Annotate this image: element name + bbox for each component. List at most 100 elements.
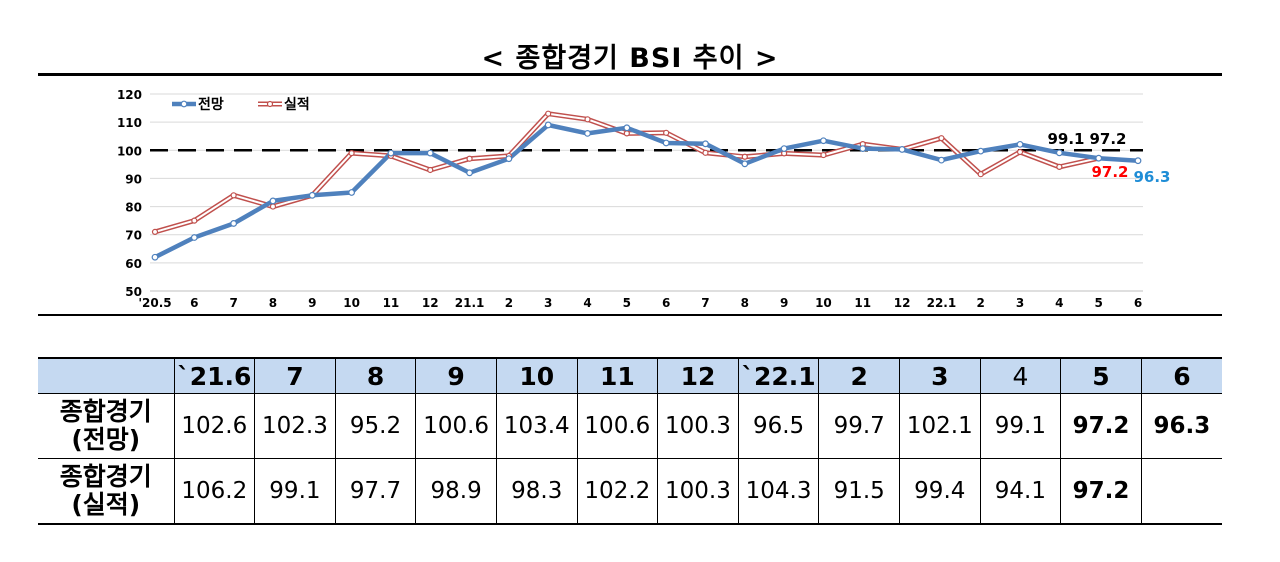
bsi-table: `21.6 7 8 9 10 11 12 `22.1 2 3 4 5 6 종합경기 (전망) 102.6… <box>38 357 1222 525</box>
x-tick-label: 7 <box>701 296 709 310</box>
point-actual <box>191 217 198 224</box>
point-forecast <box>780 145 788 152</box>
row-label-actual: 종합경기 (실적) <box>38 458 175 525</box>
table-cell: 98.3 <box>495 458 578 525</box>
column-header: 2 <box>818 357 900 394</box>
point-actual <box>269 203 277 210</box>
x-tick-label: 10 <box>343 296 360 310</box>
table-cell: 98.9 <box>415 458 497 525</box>
table-cell: 104.3 <box>737 458 820 525</box>
x-tick-label: 2 <box>505 296 513 310</box>
column-header: `21.6 <box>173 357 256 394</box>
x-tick-label: 12 <box>422 296 439 310</box>
x-tick-label: 4 <box>583 296 591 310</box>
table-cell: 94.1 <box>979 458 1062 525</box>
point-actual <box>938 135 945 142</box>
column-header: 12 <box>657 357 739 394</box>
row-label-line: (실적) <box>71 490 141 519</box>
x-tick-label: 6 <box>662 296 670 310</box>
column-header: 11 <box>576 357 659 394</box>
data-label: 97.2 <box>1091 163 1128 181</box>
point-actual <box>623 130 630 137</box>
point-forecast <box>466 169 473 177</box>
y-tick-label: 50 <box>125 285 142 299</box>
point-actual <box>545 110 552 117</box>
column-header: 7 <box>254 357 336 394</box>
point-forecast <box>820 137 827 145</box>
table-cell: 102.3 <box>254 393 336 459</box>
point-forecast <box>662 139 670 147</box>
legend-label-actual: 실적 <box>284 96 310 113</box>
x-tick-label: 9 <box>308 296 316 310</box>
point-forecast <box>348 189 356 196</box>
point-forecast <box>702 140 709 148</box>
table-cell: 100.6 <box>576 393 659 459</box>
point-forecast <box>151 253 159 261</box>
point-actual <box>466 155 473 162</box>
table-header-row: `21.6 7 8 9 10 11 12 `22.1 2 3 4 5 6 <box>38 357 1222 394</box>
point-actual <box>1056 163 1063 170</box>
bsi-line-chart: 50 60 70 80 90 100 110 120 '20.5 6 7 8 9 10 11 12 21.1 2 3… <box>117 88 1171 310</box>
point-forecast <box>1055 149 1063 157</box>
data-label: 97.2 <box>1089 130 1126 148</box>
x-tick-label: 4 <box>1055 296 1063 310</box>
table-cell: 99.7 <box>818 393 900 459</box>
table-cell: 102.1 <box>898 393 981 459</box>
page-title: < 종합경기 BSI 추이 > <box>481 43 779 74</box>
x-tick-label: 6 <box>1134 296 1142 310</box>
column-header: 3 <box>898 357 981 394</box>
point-actual <box>230 192 237 199</box>
column-header: 6 <box>1140 357 1222 394</box>
column-header: `22.1 <box>737 357 820 394</box>
table-row-actual: 종합경기 (실적) 106.2 99.1 97.7 98.9 98.3 102.2 100.… <box>38 458 1222 525</box>
table-cell: 102.6 <box>173 393 256 459</box>
y-tick-label: 110 <box>117 116 142 130</box>
series-line-forecast <box>153 122 1139 260</box>
point-actual <box>1016 148 1024 156</box>
point-forecast <box>1016 140 1024 148</box>
table-cell: 96.3 <box>1140 393 1222 459</box>
table-cell: 97.7 <box>334 458 417 525</box>
table-cell: 99.1 <box>979 393 1062 459</box>
point-forecast <box>898 146 906 153</box>
point-forecast <box>584 129 591 137</box>
table-cell: 97.2 <box>1060 393 1142 459</box>
y-tick-label: 80 <box>125 201 142 215</box>
table-cell: 99.1 <box>254 458 336 525</box>
table-cell: 106.2 <box>173 458 256 525</box>
x-tick-label: 22.1 <box>927 296 957 310</box>
x-tick-label: 11 <box>854 296 871 310</box>
point-actual <box>584 116 591 123</box>
x-tick-label: 2 <box>977 296 985 310</box>
x-tick-label: 5 <box>623 296 631 310</box>
point-actual <box>977 171 984 178</box>
x-tick-label: 3 <box>1016 296 1024 310</box>
table-cell: 99.4 <box>898 458 981 525</box>
table-cell: 95.2 <box>334 393 417 459</box>
point-forecast <box>308 191 316 199</box>
table-cell: 100.6 <box>415 393 497 459</box>
x-tick-label: 8 <box>741 296 749 310</box>
row-label-line: 종합경기 <box>59 462 152 491</box>
table-cell: 102.2 <box>576 458 659 525</box>
point-actual <box>427 166 434 174</box>
table-cell: 100.3 <box>657 458 739 525</box>
point-forecast <box>623 124 631 132</box>
row-label-line: 종합경기 <box>59 397 152 426</box>
x-tick-label: 12 <box>894 296 911 310</box>
table-cell <box>1140 458 1222 525</box>
point-forecast <box>190 234 198 241</box>
point-forecast <box>859 145 867 152</box>
y-tick-label: 60 <box>125 257 142 271</box>
point-actual <box>702 149 709 156</box>
table-cell: 103.4 <box>495 393 578 459</box>
x-tick-label: 11 <box>383 296 400 310</box>
column-header: 9 <box>415 357 497 394</box>
column-header: 8 <box>334 357 417 394</box>
x-tick-label: 9 <box>780 296 788 310</box>
point-forecast <box>1134 157 1142 165</box>
x-tick-label: 6 <box>190 296 198 310</box>
point-forecast <box>544 121 552 129</box>
y-tick-label: 90 <box>125 172 142 186</box>
point-forecast <box>938 156 945 164</box>
